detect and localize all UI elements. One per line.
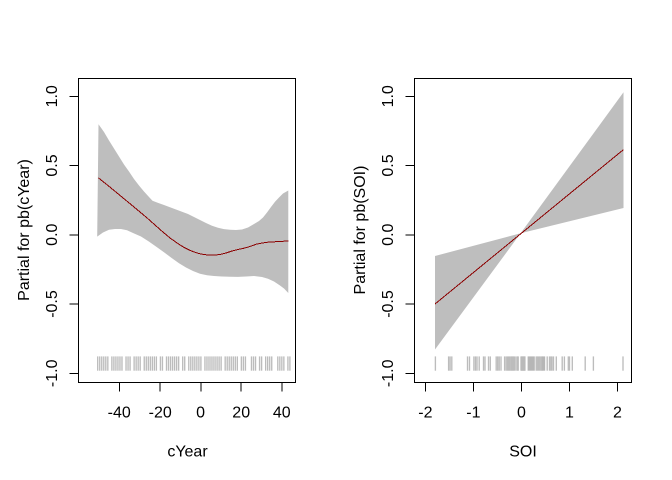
svg-text:-0.5: -0.5 bbox=[44, 290, 61, 318]
svg-text:40: 40 bbox=[273, 405, 291, 422]
svg-text:1: 1 bbox=[565, 405, 574, 422]
svg-text:-40: -40 bbox=[108, 405, 131, 422]
svg-text:-1.0: -1.0 bbox=[380, 359, 397, 387]
svg-text:-2: -2 bbox=[418, 405, 432, 422]
svg-text:Partial for pb(cYear): Partial for pb(cYear) bbox=[16, 159, 33, 301]
svg-text:0.0: 0.0 bbox=[44, 223, 61, 245]
svg-text:0.5: 0.5 bbox=[380, 154, 397, 176]
svg-text:0.5: 0.5 bbox=[44, 154, 61, 176]
svg-text:-20: -20 bbox=[149, 405, 172, 422]
svg-text:2: 2 bbox=[613, 405, 622, 422]
svg-text:-1: -1 bbox=[466, 405, 480, 422]
svg-text:0: 0 bbox=[517, 405, 526, 422]
svg-text:1.0: 1.0 bbox=[44, 85, 61, 107]
svg-text:SOI: SOI bbox=[509, 443, 537, 460]
svg-text:Partial for pb(SOI): Partial for pb(SOI) bbox=[352, 166, 369, 295]
svg-text:20: 20 bbox=[232, 405, 250, 422]
svg-text:-0.5: -0.5 bbox=[380, 290, 397, 318]
svg-text:cYear: cYear bbox=[167, 443, 208, 460]
svg-text:0.0: 0.0 bbox=[380, 223, 397, 245]
svg-text:1.0: 1.0 bbox=[380, 85, 397, 107]
svg-text:0: 0 bbox=[196, 405, 205, 422]
svg-text:-1.0: -1.0 bbox=[44, 359, 61, 387]
